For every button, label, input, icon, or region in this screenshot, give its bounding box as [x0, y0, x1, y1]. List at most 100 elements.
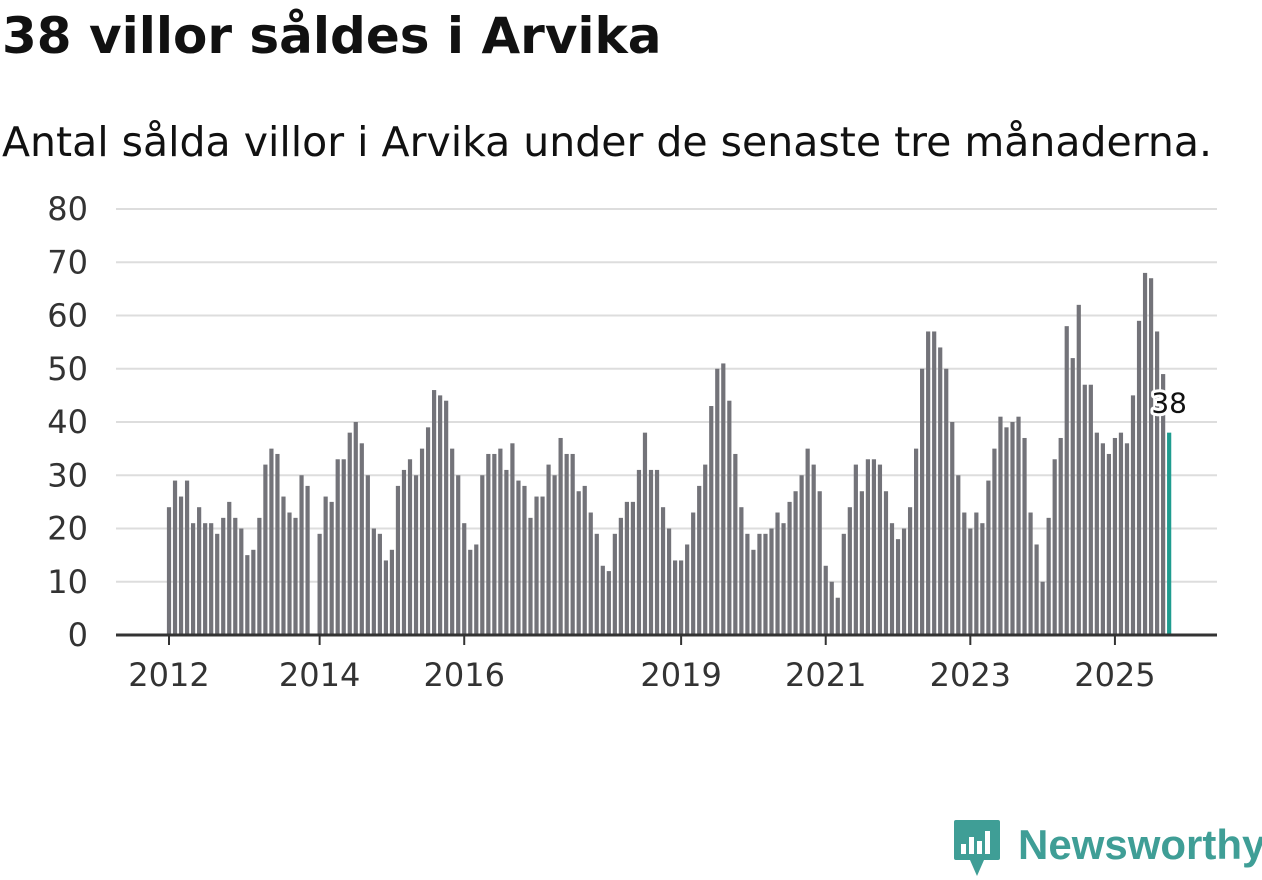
bar — [883, 491, 889, 635]
bar — [516, 480, 521, 635]
bar — [588, 512, 593, 635]
bar — [510, 443, 515, 635]
bar — [673, 560, 678, 635]
bar — [1040, 581, 1045, 635]
bar — [980, 523, 985, 635]
bar — [660, 507, 666, 635]
bar — [178, 496, 184, 635]
bar — [257, 517, 262, 635]
bar — [877, 464, 883, 635]
brand-name: Newsworthy — [1018, 821, 1262, 868]
bar — [865, 459, 870, 635]
bar — [968, 528, 973, 635]
bar — [395, 485, 401, 635]
x-tick-label: 2025 — [1074, 656, 1155, 694]
bar — [498, 448, 503, 636]
newsworthy-logo-icon — [954, 820, 1000, 876]
bar — [835, 597, 840, 635]
bar — [172, 480, 178, 635]
bar — [1022, 437, 1027, 635]
bar — [251, 549, 256, 635]
bar — [757, 533, 762, 635]
bar — [775, 512, 780, 635]
x-tick-label: 2016 — [424, 656, 505, 694]
bar — [950, 422, 955, 635]
bar — [594, 533, 599, 635]
chart-subtitle: Antal sålda villor i Arvika under de sen… — [2, 118, 1213, 166]
bar — [727, 400, 732, 635]
bar — [546, 464, 551, 635]
bar — [1034, 544, 1039, 635]
bar — [1010, 422, 1015, 635]
y-tick-label: 80 — [47, 190, 88, 228]
bar — [293, 517, 298, 635]
chart-title: 38 villor såldes i Arvika — [2, 7, 662, 65]
x-tick-label: 2021 — [785, 656, 866, 694]
bar — [907, 507, 913, 635]
bar — [432, 390, 437, 635]
bar — [642, 432, 648, 635]
y-tick-label: 50 — [47, 350, 88, 388]
bar — [793, 491, 798, 635]
y-tick-label: 60 — [47, 297, 88, 335]
bar — [1118, 432, 1124, 635]
bar — [365, 475, 370, 635]
bar — [889, 523, 895, 635]
bar — [769, 528, 774, 635]
bar — [534, 496, 539, 635]
x-tick-label: 2014 — [279, 656, 360, 694]
bar — [956, 475, 961, 635]
bar — [582, 485, 587, 635]
bar — [166, 507, 172, 635]
bar — [624, 501, 629, 636]
bar — [576, 491, 581, 635]
y-tick-label: 0 — [68, 616, 88, 654]
bar — [1052, 459, 1057, 635]
bar — [528, 517, 533, 635]
bar — [299, 475, 304, 635]
bar — [558, 437, 563, 635]
last-value-label: 38 — [1151, 387, 1187, 420]
bar — [901, 528, 907, 635]
bar — [215, 533, 220, 635]
bar — [938, 347, 943, 635]
bar — [679, 560, 684, 635]
bar — [1136, 320, 1142, 635]
bar — [691, 512, 696, 635]
bar — [992, 448, 997, 636]
bar — [648, 469, 654, 635]
bar — [486, 453, 491, 635]
bar — [1100, 443, 1105, 635]
bar — [817, 491, 822, 635]
bar — [847, 507, 852, 635]
bar — [781, 523, 786, 635]
bar — [377, 533, 382, 635]
bar — [697, 485, 702, 635]
bar — [269, 448, 274, 636]
bar — [227, 501, 232, 636]
bar — [1161, 374, 1166, 635]
bar — [1106, 453, 1111, 635]
bar — [654, 469, 660, 635]
bar — [715, 368, 720, 635]
bar — [329, 501, 334, 636]
bar — [191, 523, 196, 635]
bar — [1004, 427, 1009, 635]
bar — [401, 469, 407, 635]
x-tick-label: 2012 — [128, 656, 209, 694]
bar — [323, 496, 328, 635]
bar — [203, 523, 208, 635]
bar — [456, 475, 461, 635]
bar — [739, 507, 744, 635]
bar — [895, 539, 901, 635]
x-tick-label: 2019 — [640, 656, 721, 694]
bar — [1064, 326, 1069, 635]
bar — [1094, 432, 1099, 635]
x-tick-label: 2023 — [930, 656, 1011, 694]
bar — [317, 533, 322, 635]
bar — [275, 453, 280, 635]
y-axis-tick-labels: 0 10 20 30 40 50 60 70 80 — [47, 190, 88, 654]
bar — [480, 475, 485, 635]
bar — [1155, 331, 1160, 635]
